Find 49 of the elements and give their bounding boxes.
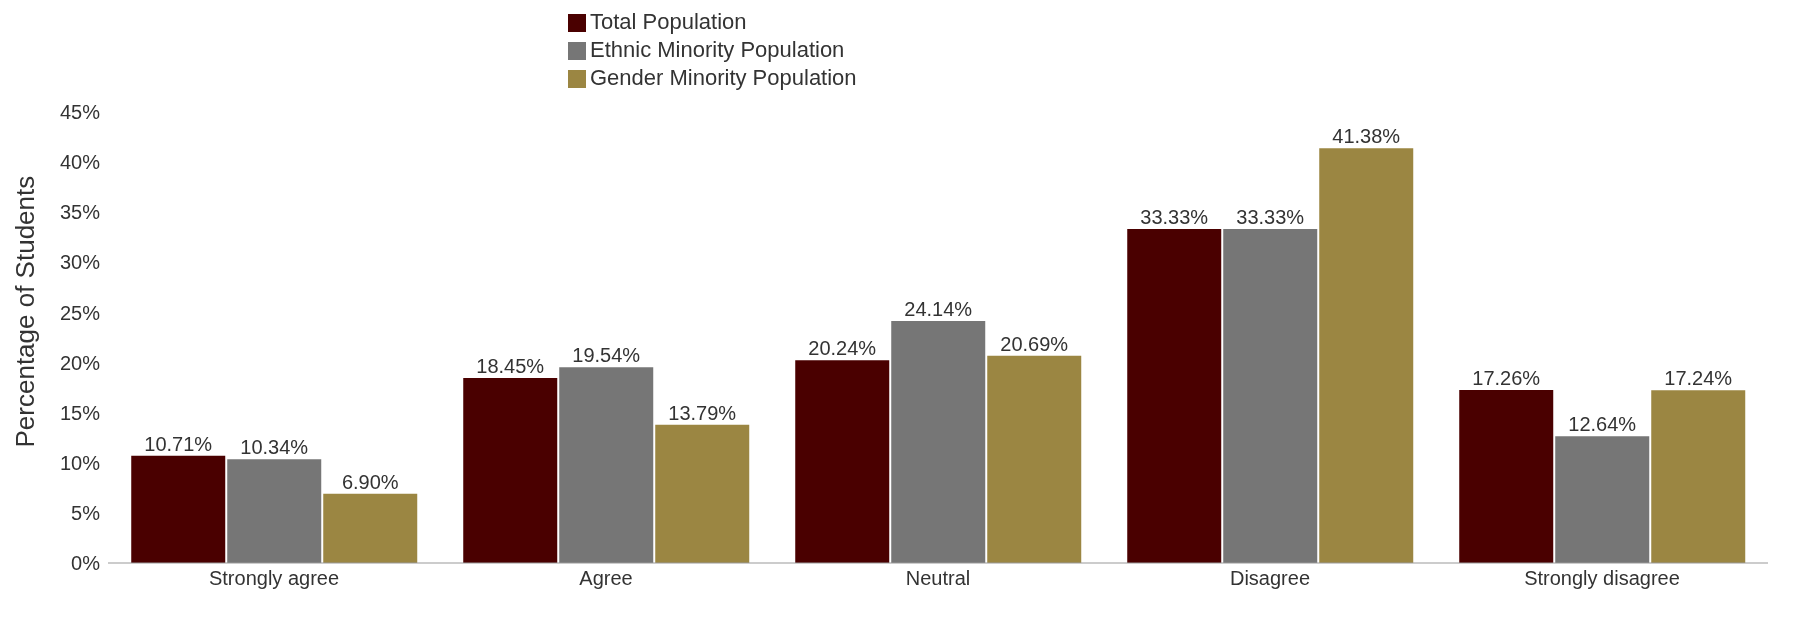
bar [559,367,654,563]
bar [795,360,890,563]
data-label: 20.24% [808,337,877,360]
y-tick-label: 0% [71,552,101,575]
data-label: 33.33% [1140,205,1209,228]
x-tick-label: Neutral [905,567,971,590]
legend-label: Total Population [590,9,747,34]
y-tick-label: 25% [59,301,101,324]
bar [655,424,750,563]
bar [987,355,1082,563]
data-label: 6.90% [341,470,399,493]
y-tick-label: 20% [59,351,101,374]
data-label: 19.54% [572,344,641,367]
bar [891,321,986,563]
data-label: 18.45% [476,355,545,378]
y-tick-label: 15% [59,401,101,424]
bar [1127,228,1222,563]
data-label: 17.26% [1472,367,1541,390]
x-tick-label: Agree [579,567,633,590]
data-label: 10.34% [240,436,309,459]
bar [227,459,322,563]
data-label: 33.33% [1236,205,1305,228]
data-label: 13.79% [668,401,737,424]
x-tick-label: Strongly disagree [1524,567,1680,590]
x-tick-label: Strongly agree [208,567,340,590]
data-label: 17.24% [1664,367,1733,390]
data-label: 12.64% [1568,413,1637,436]
bar [1555,436,1650,563]
y-tick-label: 30% [59,251,101,274]
data-label: 10.71% [144,432,213,455]
bar [323,493,418,563]
x-tick-label: Disagree [1229,567,1311,590]
y-tick-label: 10% [59,451,101,474]
bar [463,378,558,563]
bar [1319,148,1414,563]
bar [131,455,226,563]
bar [1223,228,1318,563]
bar [1651,390,1746,563]
bar [1459,390,1554,563]
y-tick-label: 45% [59,101,101,124]
y-axis-title: Percentage of Students [10,175,41,448]
y-tick-label: 5% [71,501,101,524]
legend-label: Ethnic Minority Population [590,37,845,62]
y-tick-label: 35% [59,201,101,224]
legend-label: Gender Minority Population [590,65,857,90]
data-label: 41.38% [1332,125,1401,148]
y-tick-label: 40% [59,151,101,174]
data-label: 20.69% [1000,332,1069,355]
data-label: 24.14% [904,298,973,321]
